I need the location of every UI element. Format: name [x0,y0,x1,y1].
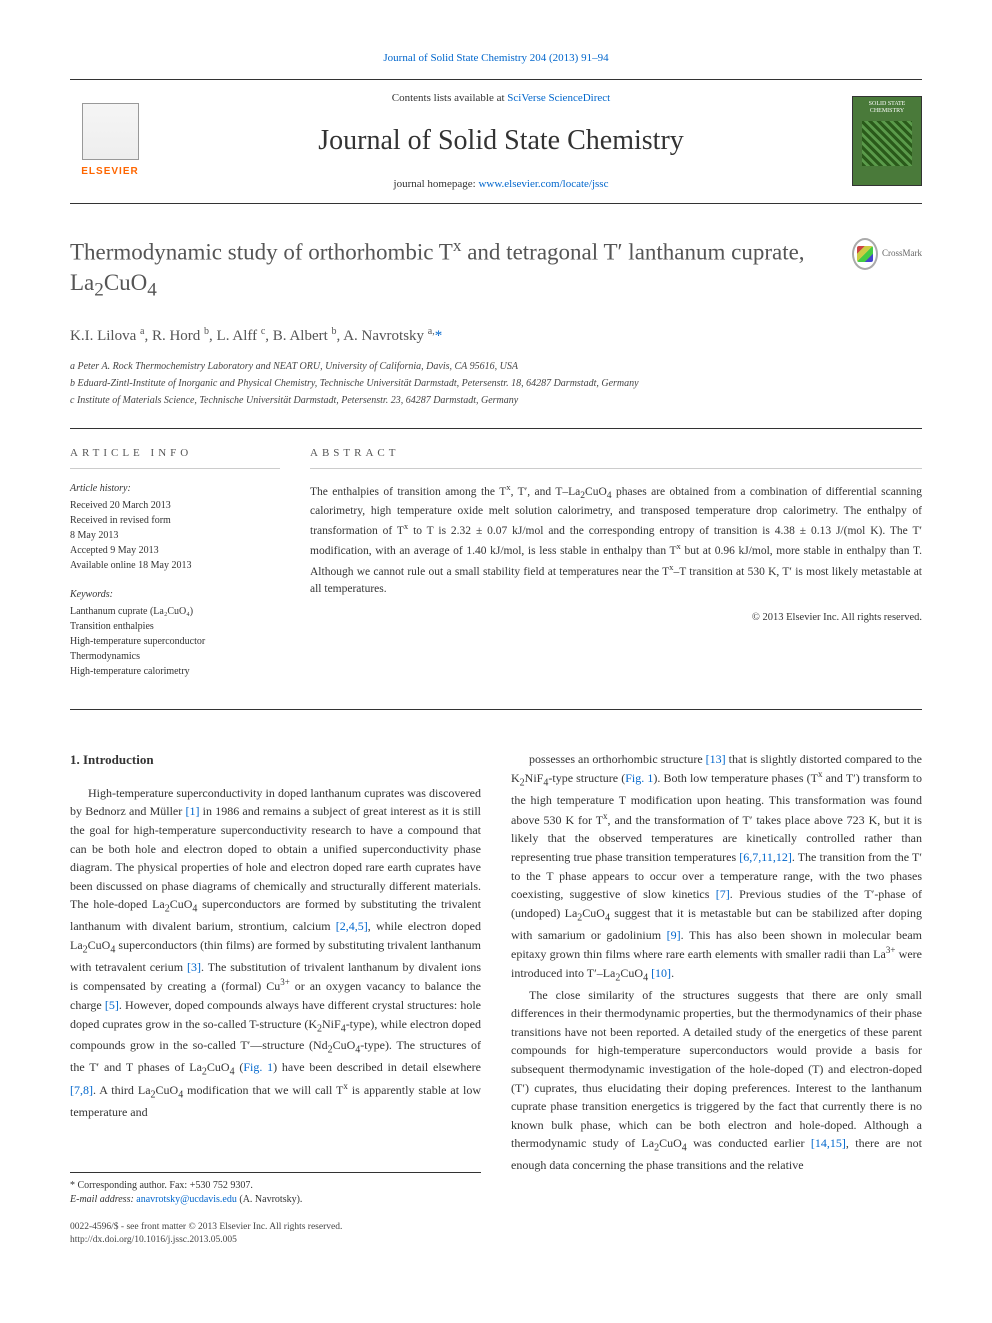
crossmark-label: CrossMark [882,247,922,261]
info-abstract-row: ARTICLE INFO Article history: Received 2… [70,428,922,710]
email-line: E-mail address: anavrotsky@ucdavis.edu (… [70,1193,481,1207]
keyword: Thermodynamics [70,649,280,664]
bottom-info: 0022-4596/$ - see front matter © 2013 El… [70,1221,481,1248]
crossmark-badge[interactable]: CrossMark [852,234,922,274]
history-line: 8 May 2013 [70,528,280,543]
abstract-head: ABSTRACT [310,445,922,469]
elsevier-logo: ELSEVIER [70,96,150,186]
body-columns: 1. Introduction High-temperature superco… [70,750,922,1248]
email-label: E-mail address: [70,1194,136,1205]
contents-prefix: Contents lists available at [392,92,507,104]
body-paragraph: High-temperature superconductivity in do… [70,784,481,1122]
history-label: Article history: [70,481,280,496]
affiliation: b Eduard-Zintl-Institute of Inorganic an… [70,376,922,391]
section-heading: 1. Introduction [70,750,481,770]
affiliation: c Institute of Materials Science, Techni… [70,393,922,408]
email-link[interactable]: anavrotsky@ucdavis.edu [136,1194,237,1205]
contents-link[interactable]: SciVerse ScienceDirect [507,92,610,104]
citation-link[interactable]: Journal of Solid State Chemistry 204 (20… [383,52,608,64]
crossmark-circle-icon [852,238,878,270]
history-line: Accepted 9 May 2013 [70,543,280,558]
article-info-head: ARTICLE INFO [70,445,280,469]
abstract-text: The enthalpies of transition among the T… [310,481,922,598]
history-block: Article history: Received 20 March 2013 … [70,481,280,573]
doi-line: http://dx.doi.org/10.1016/j.jssc.2013.05… [70,1234,481,1247]
elsevier-wordmark: ELSEVIER [81,164,138,179]
footnote-block: * Corresponding author. Fax: +530 752 93… [70,1172,481,1248]
homepage-line: journal homepage: www.elsevier.com/locat… [150,176,852,193]
email-suffix: (A. Navrotsky). [239,1194,302,1205]
keyword: Lanthanum cuprate (La₂CuO₄) [70,604,280,619]
affiliation: a Peter A. Rock Thermochemistry Laborato… [70,359,922,374]
homepage-prefix: journal homepage: [394,178,479,190]
abstract-column: ABSTRACT The enthalpies of transition am… [310,445,922,693]
article-info-column: ARTICLE INFO Article history: Received 2… [70,445,280,693]
body-paragraph: The close similarity of the structures s… [511,986,922,1175]
journal-title: Journal of Solid State Chemistry [150,120,852,162]
cover-image-icon [862,121,912,166]
elsevier-tree-icon [82,103,139,160]
body-paragraph: possesses an orthorhombic structure [13]… [511,750,922,986]
title-row: Thermodynamic study of orthorhombic Tx a… [70,234,922,304]
keyword: High-temperature calorimetry [70,664,280,679]
history-line: Received in revised form [70,513,280,528]
page: Journal of Solid State Chemistry 204 (20… [0,0,992,1297]
history-line: Available online 18 May 2013 [70,558,280,573]
authors: K.I. Lilova a, R. Hord b, L. Alff c, B. … [70,324,922,348]
affiliations: a Peter A. Rock Thermochemistry Laborato… [70,359,922,408]
keyword: Transition enthalpies [70,619,280,634]
keyword: High-temperature superconductor [70,634,280,649]
keywords-label: Keywords: [70,587,280,602]
corresponding-author: * Corresponding author. Fax: +530 752 93… [70,1179,481,1193]
crossmark-inner-icon [857,246,873,262]
homepage-link[interactable]: www.elsevier.com/locate/jssc [478,178,608,190]
issn-line: 0022-4596/$ - see front matter © 2013 El… [70,1221,481,1234]
masthead: ELSEVIER Contents lists available at Sci… [70,79,922,204]
cover-text: SOLID STATE CHEMISTRY [857,101,917,115]
article-title: Thermodynamic study of orthorhombic Tx a… [70,234,832,304]
masthead-center: Contents lists available at SciVerse Sci… [150,90,852,193]
abstract-copyright: © 2013 Elsevier Inc. All rights reserved… [310,610,922,626]
keywords-block: Keywords: Lanthanum cuprate (La₂CuO₄) Tr… [70,587,280,679]
contents-line: Contents lists available at SciVerse Sci… [150,90,852,107]
history-line: Received 20 March 2013 [70,498,280,513]
citation-header: Journal of Solid State Chemistry 204 (20… [70,50,922,67]
journal-cover: SOLID STATE CHEMISTRY [852,96,922,186]
